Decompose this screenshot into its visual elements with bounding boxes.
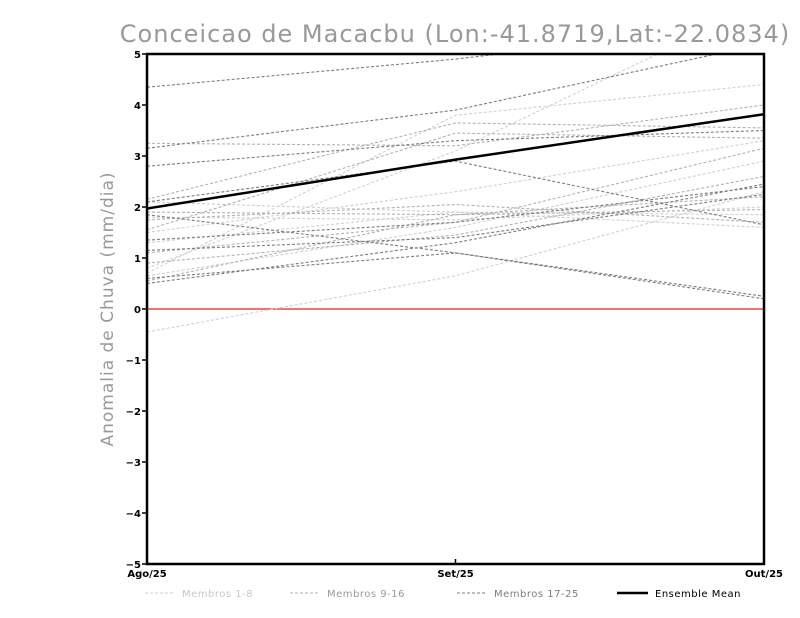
member-line-group-1-2 bbox=[147, 201, 764, 228]
member-line-group-2-5 bbox=[147, 208, 764, 216]
x-tick-label: Set/25 bbox=[437, 569, 473, 580]
legend-label-1: Membros 1-8 bbox=[182, 589, 253, 600]
legend: Membros 1-8 Membros 9-16 Membros 17-25 Ense… bbox=[145, 589, 741, 600]
member-line-group-1-1 bbox=[147, 84, 764, 274]
member-line-group-2-3 bbox=[147, 196, 764, 282]
y-tick-label: 0 bbox=[134, 305, 141, 316]
chart-title: Conceicao de Macacbu (Lon:-41.8719,Lat:-… bbox=[120, 20, 790, 48]
x-axis-ticks: Ago/25 Set/25 Out/25 bbox=[127, 559, 783, 580]
y-tick-label: 3 bbox=[134, 152, 141, 163]
member-line-group-2-8 bbox=[147, 203, 764, 223]
member-line-group-2-6 bbox=[147, 175, 764, 264]
y-axis-label: Anomalia de Chuva (mm/dia) bbox=[98, 171, 118, 446]
y-tick-label: −2 bbox=[126, 407, 141, 418]
member-line-group-2-1 bbox=[147, 104, 764, 147]
member-line-group-1-8 bbox=[147, 211, 764, 244]
member-line-group-3-3 bbox=[147, 129, 764, 167]
member-line-group-2-2 bbox=[147, 122, 764, 200]
y-tick-label: −4 bbox=[126, 509, 141, 520]
plot-lines bbox=[147, 54, 764, 333]
y-tick-label: −3 bbox=[126, 458, 141, 469]
y-axis-ticks: −5 −4 −3 −2 −1 0 1 2 3 4 5 bbox=[126, 50, 147, 571]
legend-label-ensemble-mean: Ensemble Mean bbox=[655, 589, 741, 600]
member-line-group-3-9 bbox=[147, 252, 764, 297]
y-tick-label: −5 bbox=[126, 560, 141, 571]
x-tick-label: Ago/25 bbox=[127, 569, 166, 580]
legend-label-3: Membros 17-25 bbox=[494, 589, 579, 600]
member-line-group-3-6 bbox=[147, 193, 764, 251]
ensemble-mean-line bbox=[147, 112, 764, 210]
legend-label-2: Membros 9-16 bbox=[327, 589, 405, 600]
member-line-group-3-7 bbox=[147, 183, 764, 285]
x-tick-label: Out/25 bbox=[745, 569, 783, 580]
member-line-group-3-2 bbox=[147, 54, 720, 149]
y-tick-label: −1 bbox=[126, 356, 141, 367]
y-tick-label: 2 bbox=[134, 203, 141, 214]
y-tick-label: 4 bbox=[134, 101, 141, 112]
member-line-group-1-4 bbox=[147, 140, 764, 234]
member-line-group-1-6 bbox=[147, 206, 764, 221]
member-line-group-1-7 bbox=[147, 160, 764, 277]
member-line-group-2-7 bbox=[147, 147, 764, 254]
member-line-group-2-4 bbox=[147, 132, 764, 231]
y-tick-label: 1 bbox=[134, 254, 141, 265]
y-tick-label: 5 bbox=[134, 50, 141, 61]
member-line-group-1-5 bbox=[147, 54, 659, 269]
member-line-group-3-5 bbox=[147, 186, 764, 241]
member-line-group-1-3 bbox=[147, 191, 764, 333]
member-line-group-3-8 bbox=[147, 214, 764, 300]
